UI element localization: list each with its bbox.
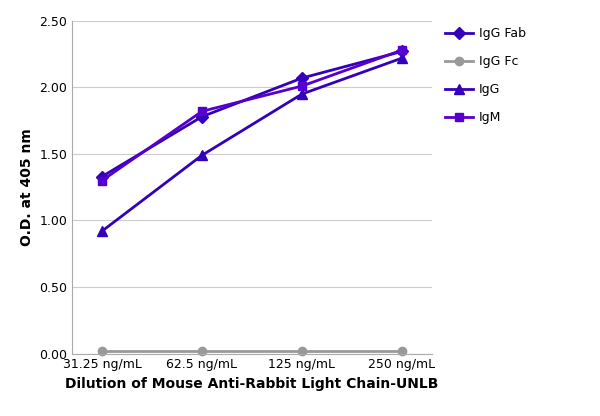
IgM: [98, 178, 106, 183]
IgG Fab: [298, 76, 305, 81]
Legend: IgG Fab, IgG Fc, IgG, IgM: IgG Fab, IgG Fc, IgG, IgM: [445, 27, 526, 124]
IgG: [98, 229, 106, 234]
Line: IgG: IgG: [97, 53, 407, 236]
IgG Fc: [298, 349, 305, 354]
IgG: [199, 153, 206, 158]
IgM: [398, 47, 406, 52]
IgG Fab: [98, 174, 106, 179]
Line: IgG Fab: IgG Fab: [98, 47, 406, 181]
X-axis label: Dilution of Mouse Anti-Rabbit Light Chain-UNLB: Dilution of Mouse Anti-Rabbit Light Chai…: [65, 377, 439, 391]
IgG Fab: [398, 49, 406, 54]
IgG Fab: [199, 114, 206, 119]
Y-axis label: O.D. at 405 nm: O.D. at 405 nm: [20, 128, 34, 246]
IgG Fc: [398, 349, 406, 354]
Line: IgG Fc: IgG Fc: [98, 347, 406, 355]
Line: IgM: IgM: [98, 46, 406, 185]
IgG Fc: [98, 349, 106, 354]
IgG Fc: [199, 349, 206, 354]
IgG: [298, 92, 305, 97]
IgM: [298, 84, 305, 89]
IgM: [199, 109, 206, 114]
IgG: [398, 56, 406, 61]
